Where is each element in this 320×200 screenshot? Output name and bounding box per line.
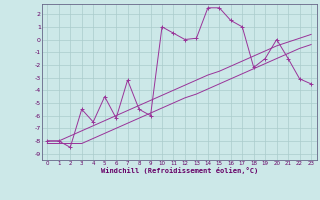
X-axis label: Windchill (Refroidissement éolien,°C): Windchill (Refroidissement éolien,°C) xyxy=(100,167,258,174)
